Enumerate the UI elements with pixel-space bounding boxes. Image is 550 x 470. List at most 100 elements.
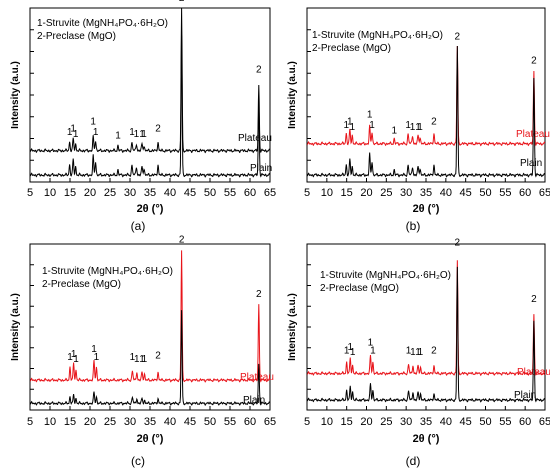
y-axis-label: Intensity (a.u.) [10, 293, 21, 361]
peak-annotation: 1 [347, 117, 353, 128]
x-tick-label: 60 [519, 416, 531, 428]
peak-annotation: 1 [368, 337, 374, 348]
x-tick-label: 40 [164, 187, 176, 199]
peak-annotation: 2 [531, 294, 537, 305]
x-axis-label: 2θ (°) [137, 203, 164, 215]
peak-annotation: 1 [70, 124, 76, 135]
x-axis-label: 2θ (°) [413, 203, 440, 215]
x-tick-label: 10 [321, 187, 333, 199]
x-tick-label: 50 [204, 416, 216, 428]
series-line-plateau [307, 260, 545, 377]
x-tick-label: 25 [380, 416, 392, 428]
x-tick-label: 55 [224, 187, 236, 199]
peak-annotation: 1 [349, 122, 355, 133]
x-tick-label: 5 [27, 187, 33, 199]
series-line-plain [307, 45, 545, 178]
x-tick-label: 55 [224, 416, 236, 428]
x-tick-label: 30 [124, 187, 136, 199]
x-tick-label: 15 [64, 187, 76, 199]
x-tick-label: 60 [244, 416, 256, 428]
peak-annotation: 1 [139, 354, 145, 365]
plot-frame [306, 243, 546, 411]
peak-annotation: 1 [91, 344, 97, 355]
series-line-plateau [307, 45, 545, 147]
peak-annotation: 2 [155, 124, 161, 135]
peak-annotation: 1 [415, 347, 421, 358]
peak-annotation: 1 [139, 129, 145, 140]
x-tick-label: 35 [144, 416, 156, 428]
series-line-plateau [30, 8, 270, 154]
peak-annotation: 1 [142, 354, 148, 365]
peak-annotation: 1 [73, 129, 79, 140]
peak-annotation: 1 [67, 352, 73, 363]
x-tick-label: 20 [360, 187, 372, 199]
peak-annotation: 1 [344, 346, 350, 357]
legend-entry: 1-Struvite (MgNH₄PO₄·6H₂O) [320, 270, 451, 281]
series-label-plateau: Plateau [238, 133, 272, 144]
peak-annotation: 2 [431, 117, 437, 128]
y-axis-label: Intensity (a.u.) [287, 61, 298, 129]
peak-annotation: 2 [179, 234, 185, 245]
peak-annotation: 1 [418, 347, 424, 358]
x-tick-label: 10 [44, 416, 56, 428]
peak-annotation: 1 [415, 122, 421, 133]
x-tick-label: 50 [479, 187, 491, 199]
legend-entry: 1-Struvite (MgNH₄PO₄·6H₂O) [42, 266, 173, 277]
x-tick-label: 15 [341, 187, 353, 199]
peak-annotation: 2 [531, 56, 537, 67]
panel-caption: (a) [131, 219, 146, 233]
peak-annotation: 2 [256, 64, 262, 75]
peak-annotation: 1 [134, 129, 140, 140]
x-tick-label: 55 [499, 187, 511, 199]
x-tick-label: 20 [84, 416, 96, 428]
x-tick-label: 35 [144, 187, 156, 199]
peak-annotation: 1 [130, 352, 136, 363]
x-tick-label: 45 [460, 187, 472, 199]
peak-annotation: 1 [391, 125, 397, 136]
peak-annotation: 1 [417, 122, 423, 133]
y-axis-label: Intensity (a.u.) [287, 293, 298, 361]
legend-entry: 1-Struvite (MgNH₄PO₄·6H₂O) [312, 30, 443, 41]
peak-annotation: 1 [343, 120, 349, 131]
x-tick-label: 5 [304, 187, 310, 199]
xrd-panel-2: 5 10 15 20 25 30 35 40 45 50 55 60 65 2θ (°) Intensity… [10, 234, 276, 468]
xrd-panel-1: 5 10 15 20 25 30 35 40 45 50 55 60 65 2θ (°) Intensity… [287, 7, 550, 233]
x-tick-label: 65 [539, 416, 550, 428]
peak-annotation: 1 [410, 122, 416, 133]
peak-annotation: 1 [367, 110, 373, 121]
panel-caption: (c) [131, 454, 145, 468]
legend-entry: 2-Preclase (MgO) [42, 279, 121, 290]
x-tick-label: 60 [519, 187, 531, 199]
x-tick-label: 15 [64, 416, 76, 428]
x-tick-label: 45 [184, 416, 196, 428]
x-tick-label: 55 [499, 416, 511, 428]
y-axis-label: Intensity (a.u.) [10, 61, 21, 129]
x-tick-label: 10 [321, 416, 333, 428]
series-label-plateau: Plateau [240, 372, 274, 383]
series-line-plain [30, 35, 270, 178]
peak-annotation: 1 [115, 131, 121, 142]
x-tick-label: 50 [479, 416, 491, 428]
peak-annotation: 2 [256, 289, 262, 300]
x-tick-label: 25 [104, 416, 116, 428]
peak-annotation: 1 [405, 120, 411, 131]
peak-annotation: 2 [155, 351, 161, 362]
xrd-panel-3: 5 10 15 20 25 30 35 40 45 50 55 60 65 2θ (°) Intensity… [287, 238, 550, 468]
x-tick-label: 40 [440, 187, 452, 199]
x-tick-label: 40 [440, 416, 452, 428]
x-tick-label: 30 [400, 416, 412, 428]
peak-annotation: 1 [410, 347, 416, 358]
x-tick-label: 35 [420, 187, 432, 199]
peak-annotation: 1 [94, 352, 100, 363]
x-tick-label: 15 [341, 416, 353, 428]
peak-annotation: 1 [350, 347, 356, 358]
series-label-plain: Plain [243, 395, 265, 406]
peak-annotation: 2 [179, 0, 185, 4]
x-tick-label: 5 [27, 416, 33, 428]
x-tick-label: 10 [44, 187, 56, 199]
panel-caption: (d) [406, 454, 421, 468]
peak-annotation: 1 [93, 127, 99, 138]
series-line-plain [30, 310, 270, 406]
peak-annotation: 2 [455, 31, 461, 42]
x-tick-label: 50 [204, 187, 216, 199]
